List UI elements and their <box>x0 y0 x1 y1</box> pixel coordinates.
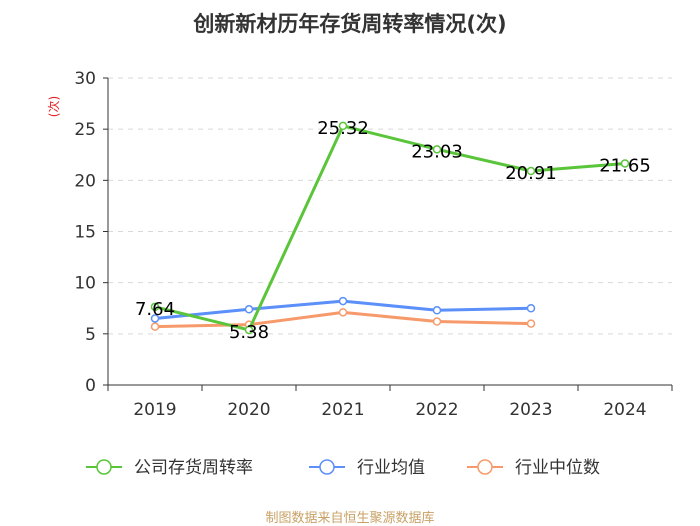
data-point <box>432 306 442 315</box>
data-label: 5.38 <box>229 322 269 343</box>
x-tick-label: 2022 <box>415 400 458 420</box>
legend-label-2: 行业中位数 <box>515 458 600 478</box>
y-tick-label: 25 <box>74 120 96 140</box>
data-point <box>244 305 254 314</box>
data-point <box>338 308 348 317</box>
x-tick-label: 2021 <box>321 400 364 420</box>
series-line-0 <box>154 124 626 332</box>
gridlines <box>108 77 672 335</box>
data-point <box>526 319 536 328</box>
data-label: 7.64 <box>135 299 175 320</box>
data-point <box>244 325 254 335</box>
data-point <box>150 314 160 323</box>
data-point <box>526 166 536 176</box>
data-label: 20.91 <box>505 163 557 184</box>
axes: 0 5 10 15 20 25 30 (次) 2019 2020 2021 2022 2023 2024 <box>47 69 673 420</box>
legend-marker-2 <box>477 459 493 475</box>
y-tick-label: 5 <box>85 325 96 345</box>
data-label: 21.65 <box>599 155 651 176</box>
x-tick-label: 2019 <box>133 400 176 420</box>
x-tick-label: 2023 <box>509 400 552 420</box>
y-tick-label: 10 <box>74 274 96 294</box>
legend-label-0: 公司存货周转率 <box>134 458 253 478</box>
data-label: 23.03 <box>411 141 463 162</box>
data-point <box>620 159 630 168</box>
y-tick-label: 20 <box>74 171 96 191</box>
x-tick-label: 2020 <box>227 400 270 420</box>
legend-marker-1 <box>319 459 335 475</box>
data-point <box>338 121 348 131</box>
data-label: 25.32 <box>317 118 369 139</box>
data-point <box>432 145 442 154</box>
y-tick-label: 30 <box>74 69 96 89</box>
y-tick-label: 0 <box>85 376 96 396</box>
legend-marker-0 <box>96 459 112 475</box>
data-point <box>338 296 348 306</box>
data-labels: 7.64 5.38 25.32 23.03 20.91 21.65 <box>135 118 651 343</box>
series-lines <box>150 121 630 335</box>
chart-title: 创新新材历年存货周转率情况(次) <box>193 12 507 36</box>
data-point <box>432 317 442 326</box>
y-tick-label: 15 <box>74 223 96 243</box>
data-point <box>526 304 536 313</box>
x-tick-label: 2024 <box>603 400 646 420</box>
source-note: 制图数据来自恒生聚源数据库 <box>265 511 435 526</box>
legend: 公司存货周转率 行业均值 行业中位数 <box>86 458 600 478</box>
data-point <box>150 302 160 312</box>
data-point <box>150 322 160 331</box>
legend-label-1: 行业均值 <box>357 458 425 478</box>
y-axis-title: (次) <box>47 96 61 117</box>
